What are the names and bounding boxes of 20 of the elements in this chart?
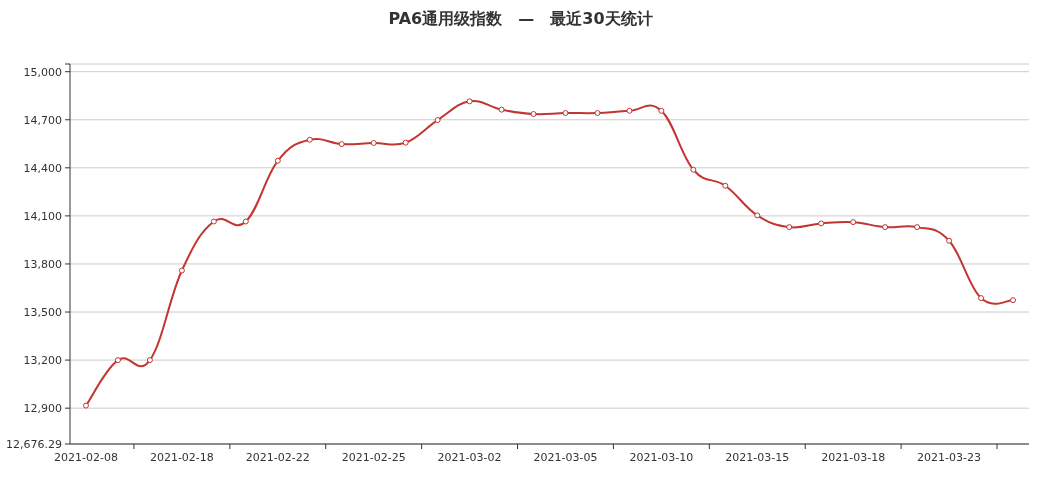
y-tick-label: 12,676.29 (6, 438, 62, 451)
y-tick-label: 13,800 (23, 257, 62, 271)
x-tick-label: 2021-02-18 (149, 451, 214, 464)
y-tick-label: 13,500 (23, 306, 62, 320)
x-tick-label: 2021-03-23 (917, 451, 982, 464)
x-tick-label: 2021-02-22 (245, 451, 310, 464)
chart-title: PA6通用级指数 — 最近30天统计 (388, 9, 653, 28)
y-tick-label: 15,000 (23, 65, 62, 79)
y-tick-label: 14,400 (23, 161, 62, 175)
x-tick-label: 2021-02-25 (341, 451, 406, 464)
x-tick-label: 2021-03-18 (821, 451, 886, 464)
x-tick-label: 2021-03-02 (437, 451, 502, 464)
x-tick-label: 2021-03-10 (629, 451, 694, 464)
x-tick-label: 2021-03-15 (725, 451, 790, 464)
x-tick-label: 2021-03-05 (533, 451, 598, 464)
y-tick-label: 12,900 (23, 402, 62, 416)
y-tick-label: 14,100 (23, 209, 62, 223)
y-tick-label: 13,200 (23, 354, 62, 368)
x-tick-label: 2021-02-08 (54, 451, 118, 464)
y-tick-label: 14,700 (23, 113, 62, 127)
